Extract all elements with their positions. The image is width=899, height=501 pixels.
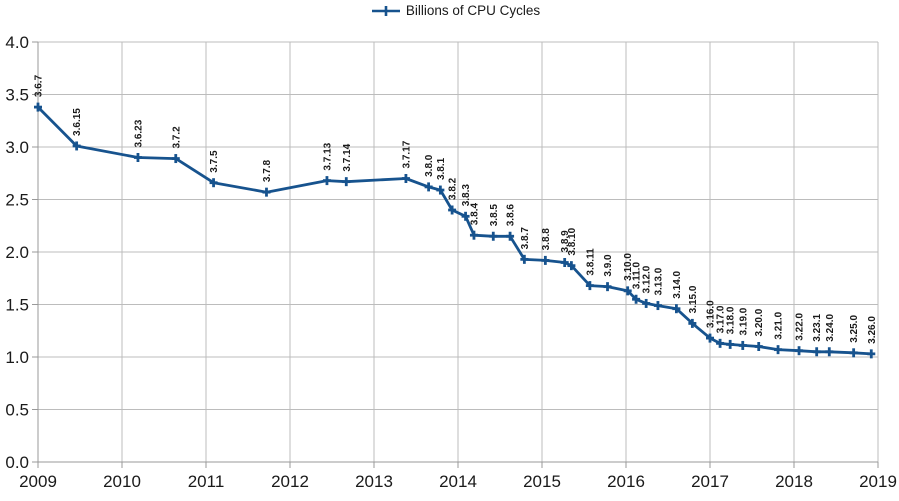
data-point-label: 3.8.4 bbox=[469, 203, 480, 226]
data-point-label: 3.9.0 bbox=[603, 254, 614, 277]
y-axis-tick-label: 4.0 bbox=[5, 33, 29, 52]
data-point-label: 3.7.17 bbox=[401, 140, 412, 168]
data-point-label: 3.21.0 bbox=[774, 311, 785, 339]
data-point-label: 3.8.3 bbox=[461, 184, 472, 207]
data-point-label: 3.8.0 bbox=[424, 154, 435, 177]
data-point-label: 3.7.8 bbox=[262, 159, 273, 182]
data-point-label: 3.8.8 bbox=[541, 228, 552, 251]
data-point-label: 3.8.11 bbox=[585, 248, 596, 276]
y-axis-tick-label: 0.5 bbox=[5, 401, 29, 420]
data-point-label: 3.16.0 bbox=[706, 300, 717, 328]
data-point-label: 3.6.23 bbox=[133, 119, 144, 147]
x-axis-tick-label: 2011 bbox=[188, 472, 225, 491]
y-axis-tick-label: 2.0 bbox=[5, 243, 29, 262]
x-axis-tick-label: 2018 bbox=[775, 472, 813, 491]
data-point-label: 3.10.0 bbox=[623, 253, 634, 281]
data-point-label: 3.8.2 bbox=[448, 177, 459, 200]
data-point-label: 3.15.0 bbox=[688, 285, 699, 313]
data-point-label: 3.7.13 bbox=[322, 142, 333, 170]
y-axis-tick-label: 2.5 bbox=[5, 191, 29, 210]
x-axis-tick-label: 2013 bbox=[355, 472, 393, 491]
data-point-label: 3.20.0 bbox=[754, 308, 765, 336]
y-axis-tick-label: 1.0 bbox=[5, 348, 29, 367]
data-point-label: 3.19.0 bbox=[738, 307, 749, 335]
legend-line-marker-icon bbox=[371, 6, 400, 16]
y-axis-tick-label: 0.0 bbox=[5, 453, 29, 472]
x-axis-tick-label: 2012 bbox=[271, 472, 309, 491]
legend: Billions of CPU Cycles bbox=[0, 2, 899, 20]
data-point-label: 3.8.10 bbox=[567, 227, 578, 255]
x-axis-tick-label: 2010 bbox=[103, 472, 141, 491]
data-point-label: 3.22.0 bbox=[795, 312, 806, 340]
y-axis-tick-label: 3.5 bbox=[5, 86, 29, 105]
x-axis-tick-label: 2019 bbox=[859, 472, 897, 491]
data-point-label: 3.8.1 bbox=[436, 157, 447, 180]
data-point-label: 3.13.0 bbox=[653, 267, 664, 295]
data-point-label: 3.8.5 bbox=[489, 204, 500, 227]
x-axis-tick-label: 2014 bbox=[439, 472, 477, 491]
data-point-label: 3.7.14 bbox=[342, 143, 353, 171]
data-point-label: 3.11.0 bbox=[632, 262, 643, 290]
x-axis-tick-label: 2015 bbox=[523, 472, 561, 491]
y-axis-tick-label: 3.0 bbox=[5, 138, 29, 157]
data-point-label: 3.6.7 bbox=[34, 74, 45, 97]
data-point-label: 3.8.9 bbox=[560, 230, 571, 253]
x-axis-tick-label: 2009 bbox=[19, 472, 57, 491]
data-point-label: 3.17.0 bbox=[716, 305, 727, 333]
y-axis-tick-label: 1.5 bbox=[5, 296, 29, 315]
data-point-label: 3.7.5 bbox=[209, 150, 220, 173]
data-point-label: 3.23.1 bbox=[812, 314, 823, 342]
data-point-label: 3.6.15 bbox=[72, 108, 83, 136]
data-point-label: 3.7.2 bbox=[171, 126, 182, 149]
legend-label: Billions of CPU Cycles bbox=[405, 3, 541, 18]
data-point-label: 3.25.0 bbox=[849, 315, 860, 343]
x-axis-tick-label: 2017 bbox=[691, 472, 729, 491]
data-point-label: 3.24.0 bbox=[825, 314, 836, 342]
data-point-label: 3.26.0 bbox=[867, 316, 878, 344]
data-point-label: 3.14.0 bbox=[672, 270, 683, 298]
x-axis-tick-label: 2016 bbox=[607, 472, 645, 491]
data-point-label: 3.8.6 bbox=[506, 204, 517, 227]
data-point-label: 3.12.0 bbox=[642, 265, 653, 293]
data-point-label: 3.8.7 bbox=[520, 227, 531, 250]
data-point-label: 3.18.0 bbox=[726, 306, 737, 334]
